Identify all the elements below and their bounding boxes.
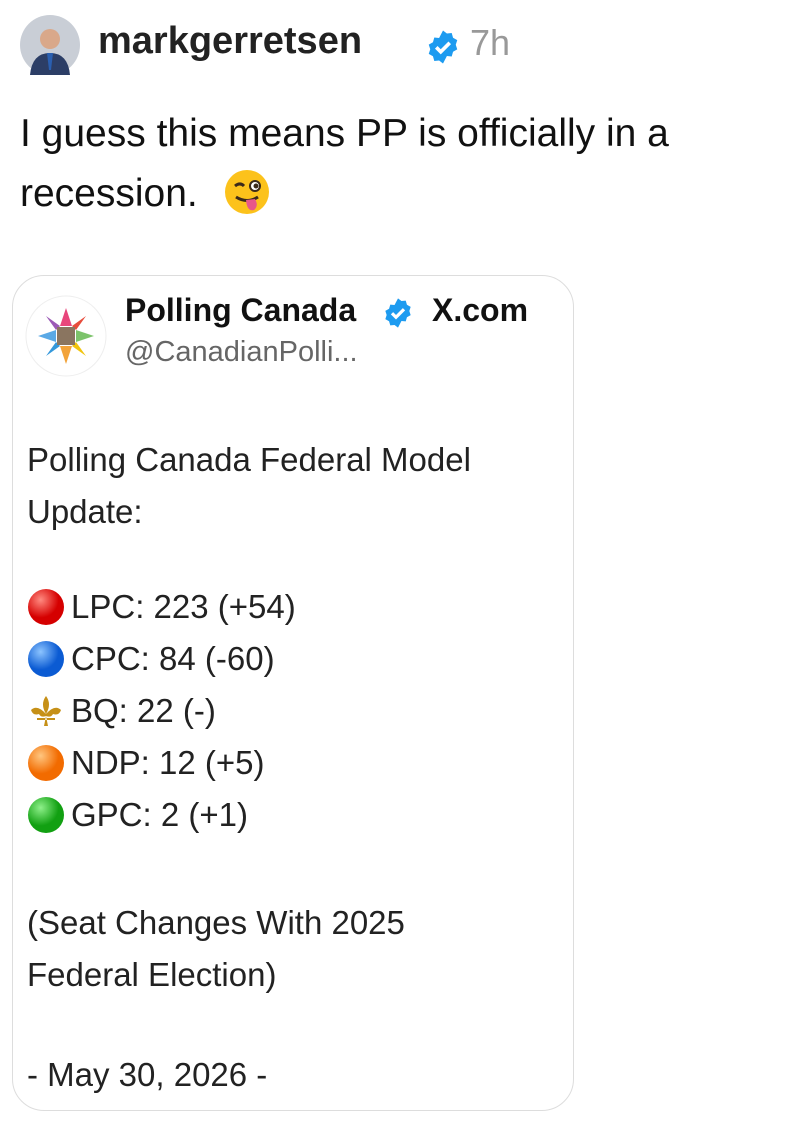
fleur-de-lis [31,696,61,726]
card-note: (Seat Changes With 2025 Federal Election… [27,904,405,993]
result-row: BQ: 22 (-) [27,692,216,730]
result-text: CPC: 84 (-60) [71,640,275,677]
card-verified-badge [385,298,411,328]
red-circle [28,589,64,625]
blue-circle [28,641,64,677]
orange-circle [28,745,64,781]
card-date: - May 30, 2026 - [27,1056,268,1093]
result-row: GPC: 2 (+1) [27,796,248,834]
card-avatar[interactable] [25,295,107,377]
card-handle[interactable]: @CanadianPolli... [125,336,358,368]
card-heading: Polling Canada Federal Model Update: [27,441,471,530]
result-row: CPC: 84 (-60) [27,640,275,678]
username[interactable]: markgerretsen [98,20,363,62]
verified-badge [428,30,458,64]
result-text: LPC: 223 (+54) [71,588,296,625]
wink-emoji [224,170,269,214]
timestamp: 7h [470,22,511,63]
post-text-content: I guess this means PP is officially in a… [20,112,669,215]
post-text: I guess this means PP is officially in a… [20,104,790,224]
avatar[interactable] [20,15,80,75]
result-row: LPC: 223 (+54) [27,588,296,626]
result-row: NDP: 12 (+5) [27,744,265,782]
result-text: BQ: 22 (-) [71,692,216,729]
result-text: GPC: 2 (+1) [71,796,248,833]
card-source: X.com [432,292,529,328]
result-text: NDP: 12 (+5) [71,744,265,781]
card-name[interactable]: Polling Canada [125,292,357,328]
embedded-post-card[interactable] [12,275,574,1111]
green-circle [28,797,64,833]
